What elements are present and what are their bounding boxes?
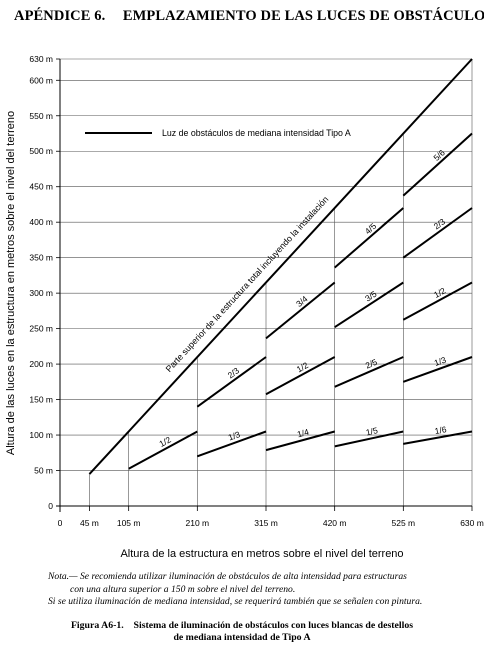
- x-tick-label: 630 m: [460, 518, 484, 528]
- segment-label: 1/3: [227, 429, 242, 443]
- x-tick-label: 105 m: [117, 518, 141, 528]
- x-tick-label: 420 m: [323, 518, 347, 528]
- segment-label: 2/3: [226, 365, 242, 380]
- light-segment: [334, 356, 404, 388]
- x-axis-ticks: 0 45 m 105 m 210 m 315 m 420 m 525 m 630 m: [58, 506, 484, 528]
- segment-label: 2/3: [432, 216, 448, 231]
- y-tick-label: 250 m: [29, 324, 53, 334]
- segment-label: 4/5: [363, 221, 379, 236]
- y-tick-label: 600 m: [29, 75, 53, 85]
- light-segment: [265, 356, 336, 396]
- x-tick-label: 0: [58, 518, 63, 528]
- caption-line-2: de mediana intensidad de Tipo A: [173, 632, 311, 643]
- y-axis-label: Altura de las luces en la estructura en …: [5, 111, 17, 455]
- chart-axes: [56, 59, 472, 512]
- y-tick-label: 550 m: [29, 111, 53, 121]
- x-tick-label: 210 m: [186, 518, 210, 528]
- light-segment: [196, 356, 267, 408]
- light-segment: [334, 430, 404, 448]
- legend-label: Luz de obstáculos de mediana intensidad …: [162, 128, 351, 138]
- x-axis-label: Altura de la estructura en metros sobre …: [120, 548, 403, 560]
- y-tick-label: 100 m: [29, 430, 53, 440]
- y-tick-label: 630 m: [29, 54, 53, 64]
- light-segment: [334, 207, 404, 269]
- segment-label: 1/5: [365, 425, 379, 437]
- chart-series: Parte superior de la estructura total in…: [88, 58, 473, 475]
- structure-top-line: [88, 58, 473, 475]
- appendix-number: APÉNDICE 6.: [14, 8, 106, 24]
- light-segment: [402, 207, 473, 259]
- light-segment: [265, 281, 336, 340]
- light-segment: [403, 430, 473, 445]
- note-line-3: Si se utiliza iluminación de mediana int…: [48, 596, 423, 607]
- segment-label: 5/6: [431, 147, 447, 163]
- y-tick-label: 400 m: [29, 217, 53, 227]
- light-segment: [402, 281, 473, 321]
- y-tick-label: 350 m: [29, 253, 53, 263]
- segment-label: 1/6: [434, 424, 448, 436]
- y-tick-label: 0: [48, 501, 53, 511]
- segment-label: 2/5: [364, 357, 379, 371]
- segment-label: 3/4: [294, 294, 310, 309]
- y-tick-label: 500 m: [29, 146, 53, 156]
- light-segment: [402, 356, 473, 383]
- y-axis-ticks: 0 50 m 100 m 150 m 200 m 250 m 300 m 350 m 400 m…: [29, 54, 60, 511]
- light-segment: [334, 281, 404, 329]
- light-segment: [265, 430, 335, 452]
- x-tick-label: 315 m: [254, 518, 278, 528]
- note: Nota.— Se recomienda utilizar iluminació…: [48, 571, 468, 609]
- light-segment: [402, 132, 473, 197]
- y-tick-label: 200 m: [29, 359, 53, 369]
- appendix-title: EMPLAZAMIENTO DE LAS LUCES DE OBSTÁCULOS: [122, 8, 484, 24]
- page-heading: APÉNDICE 6. EMPLAZAMIENTO DE LAS LUCES D…: [14, 8, 484, 25]
- obstacle-lights-chart: 0 50 m 100 m 150 m 200 m 250 m 300 m 350 m 400 m…: [5, 54, 484, 560]
- y-tick-label: 450 m: [29, 182, 53, 192]
- x-tick-label: 45 m: [80, 518, 99, 528]
- y-tick-label: 50 m: [34, 466, 53, 476]
- structure-top-label: Parte superior de la estructura total in…: [164, 194, 331, 374]
- note-line-2: con una altura superior a 150 m sobre el…: [70, 583, 296, 595]
- light-segment: [196, 430, 267, 458]
- chart-legend: Luz de obstáculos de mediana intensidad …: [85, 128, 351, 138]
- figure-caption: Figura A6-1. Sistema de iluminación de o…: [0, 620, 484, 644]
- segment-label: 3/5: [363, 289, 379, 304]
- segment-label: 1/3: [433, 355, 448, 369]
- x-tick-label: 525 m: [392, 518, 416, 528]
- segment-label: 1/4: [296, 427, 310, 440]
- y-tick-label: 300 m: [29, 288, 53, 298]
- note-line-1: Nota.— Se recomienda utilizar iluminació…: [48, 571, 407, 582]
- light-segment: [128, 430, 198, 470]
- caption-line-1: Figura A6-1. Sistema de iluminación de o…: [70, 620, 414, 631]
- y-tick-label: 150 m: [29, 395, 53, 405]
